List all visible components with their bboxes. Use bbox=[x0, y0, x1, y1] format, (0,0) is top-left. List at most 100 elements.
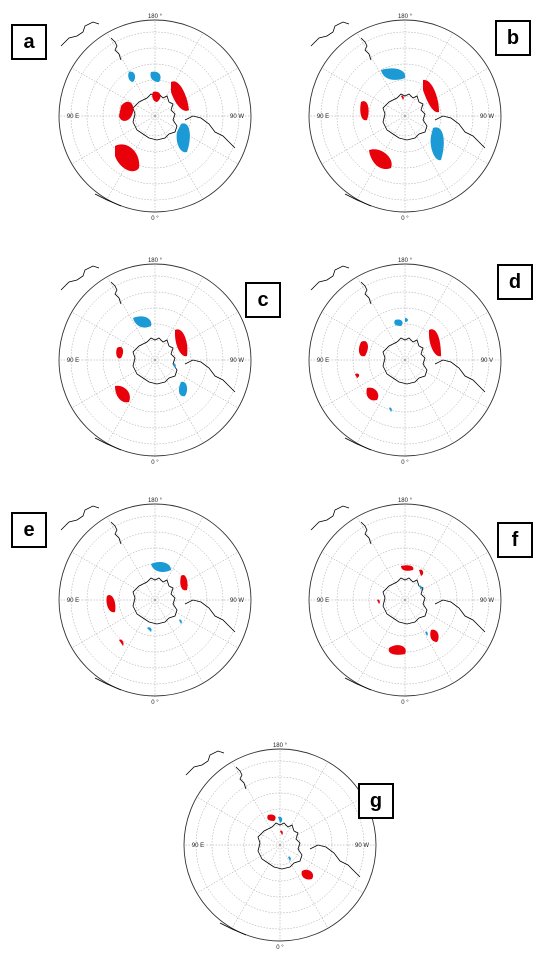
latitude-ring bbox=[336, 47, 474, 185]
new-zealand-coastline bbox=[110, 37, 122, 61]
meridian-line bbox=[404, 115, 454, 200]
africa-coastline bbox=[94, 677, 122, 691]
antarctica-coastline bbox=[257, 822, 303, 870]
meridian-line bbox=[404, 359, 489, 409]
meridian-line bbox=[404, 359, 454, 444]
map-panel-f: 180 ° 0 ° 90 E 90 W f bbox=[305, 498, 533, 706]
map-panel-d: 180 ° 0 ° 90 E 90 V d bbox=[305, 258, 533, 466]
meridian-line bbox=[196, 844, 281, 894]
panel-label-c: c bbox=[245, 282, 281, 318]
polar-map-e: 180 ° 0 ° 90 E 90 W bbox=[58, 498, 252, 706]
positive-anomaly-regions bbox=[115, 81, 189, 172]
meridian-line bbox=[154, 359, 239, 409]
label-0: 0 ° bbox=[401, 216, 409, 222]
meridian-line bbox=[404, 115, 489, 165]
polar-map-c: 180 ° 0 ° 90 E 90 W bbox=[58, 258, 252, 466]
polar-map-f: 180 ° 0 ° 90 E 90 W bbox=[308, 498, 502, 706]
meridian-line bbox=[154, 67, 239, 117]
label-90e: 90 E bbox=[317, 598, 329, 604]
map-panel-b: 180 ° 0 ° 90 E 90 W b bbox=[305, 14, 531, 222]
meridian-line bbox=[71, 115, 156, 165]
polar-map-b: 180 ° 0 ° 90 E 90 W bbox=[308, 14, 502, 222]
africa-coastline bbox=[344, 677, 372, 691]
label-90w: 90 W bbox=[230, 114, 244, 120]
latitude-ring bbox=[211, 776, 349, 914]
label-90e: 90 E bbox=[67, 114, 79, 120]
meridian-line bbox=[356, 32, 406, 117]
base-map: 180 ° 0 ° 90 E 90 W bbox=[183, 743, 377, 951]
africa-coastline bbox=[344, 193, 372, 207]
label-90e: 90 E bbox=[317, 114, 329, 120]
meridian-line bbox=[154, 115, 239, 165]
meridian-line bbox=[279, 844, 329, 929]
meridian-line bbox=[106, 359, 156, 444]
latitude-ring bbox=[86, 291, 224, 429]
new-zealand-coastline bbox=[235, 766, 247, 790]
latitude-ring bbox=[336, 531, 474, 669]
meridian-line bbox=[321, 115, 406, 165]
label-0: 0 ° bbox=[401, 700, 409, 706]
meridian-line bbox=[404, 516, 454, 601]
map-boundary bbox=[308, 503, 502, 697]
label-90e: 90 E bbox=[67, 358, 79, 364]
meridian-line bbox=[404, 67, 489, 117]
positive-anomaly-regions bbox=[267, 814, 314, 880]
negative-anomaly-regions bbox=[147, 562, 182, 632]
polar-map-d: 180 ° 0 ° 90 E 90 V bbox=[308, 258, 502, 466]
latitude-ring bbox=[336, 291, 474, 429]
map-boundary bbox=[58, 503, 252, 697]
label-90w: 90 W bbox=[355, 843, 369, 849]
label-0: 0 ° bbox=[401, 460, 409, 466]
meridian-line bbox=[231, 761, 281, 846]
south-america-coastline bbox=[309, 844, 361, 878]
australia-coastline bbox=[60, 21, 100, 47]
meridian-line bbox=[71, 551, 156, 601]
map-panel-g: 180 ° 0 ° 90 E 90 W g bbox=[180, 743, 394, 951]
antarctica-coastline bbox=[382, 93, 428, 141]
south-america-coastline bbox=[184, 359, 236, 393]
label-90w: 90 W bbox=[230, 598, 244, 604]
australia-coastline bbox=[60, 265, 100, 291]
australia-coastline bbox=[185, 750, 225, 776]
panel-label-f: f bbox=[497, 522, 533, 558]
label-0: 0 ° bbox=[151, 216, 159, 222]
australia-coastline bbox=[310, 21, 350, 47]
positive-anomaly-regions bbox=[377, 565, 439, 655]
new-zealand-coastline bbox=[360, 37, 372, 61]
positive-anomaly-regions bbox=[355, 329, 441, 401]
map-boundary bbox=[308, 263, 502, 457]
meridian-line bbox=[196, 796, 281, 846]
negative-anomaly-regions bbox=[278, 816, 291, 861]
label-0: 0 ° bbox=[151, 460, 159, 466]
label-90e: 90 E bbox=[192, 843, 204, 849]
meridian-line bbox=[404, 599, 454, 684]
panel-label-e: e bbox=[11, 512, 47, 548]
latitude-ring bbox=[86, 531, 224, 669]
meridian-line bbox=[356, 359, 406, 444]
label-180: 180 ° bbox=[148, 14, 163, 20]
label-90e: 90 E bbox=[317, 358, 329, 364]
meridian-line bbox=[231, 844, 281, 929]
australia-coastline bbox=[60, 505, 100, 531]
new-zealand-coastline bbox=[360, 521, 372, 545]
new-zealand-coastline bbox=[360, 281, 372, 305]
map-panel-a: 180 ° 0 ° 90 E 90 W a bbox=[11, 14, 255, 222]
label-180: 180 ° bbox=[273, 743, 288, 749]
map-boundary bbox=[58, 19, 252, 213]
meridian-line bbox=[404, 551, 489, 601]
australia-coastline bbox=[310, 505, 350, 531]
negative-anomaly-regions bbox=[419, 585, 428, 636]
panel-label-d: d bbox=[497, 264, 533, 300]
label-180: 180 ° bbox=[148, 498, 163, 504]
map-panel-e: 180 ° 0 ° 90 E 90 W e bbox=[11, 498, 255, 706]
meridian-line bbox=[71, 311, 156, 361]
base-map: 180 ° 0 ° 90 E 90 W bbox=[308, 498, 502, 706]
negative-anomaly-regions bbox=[133, 316, 188, 397]
meridian-line bbox=[404, 276, 454, 361]
meridian-line bbox=[71, 359, 156, 409]
panel-label-g: g bbox=[358, 783, 394, 819]
panel-label-a: a bbox=[11, 24, 47, 60]
label-180: 180 ° bbox=[398, 258, 413, 264]
meridian-line bbox=[356, 599, 406, 684]
latitude-ring bbox=[86, 47, 224, 185]
